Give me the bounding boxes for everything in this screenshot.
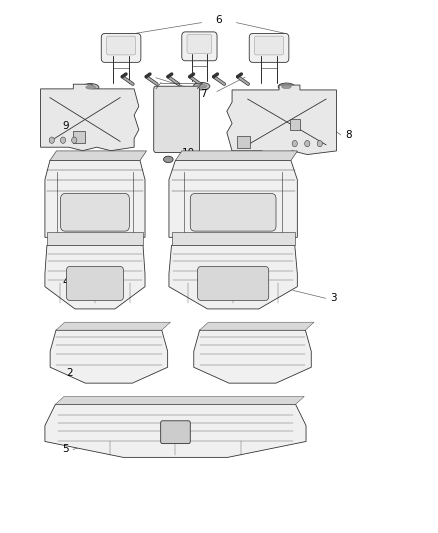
Ellipse shape <box>86 85 95 89</box>
FancyBboxPatch shape <box>190 193 276 231</box>
Polygon shape <box>56 322 170 330</box>
Polygon shape <box>45 245 145 309</box>
Ellipse shape <box>205 152 215 160</box>
Text: 2: 2 <box>67 368 73 377</box>
Polygon shape <box>55 397 304 405</box>
Text: 1: 1 <box>269 206 276 216</box>
Text: 10: 10 <box>182 148 195 158</box>
Text: 3: 3 <box>330 293 337 303</box>
Polygon shape <box>41 84 139 151</box>
Circle shape <box>305 140 310 147</box>
FancyBboxPatch shape <box>101 34 141 62</box>
Circle shape <box>49 137 54 143</box>
Polygon shape <box>169 160 297 237</box>
Polygon shape <box>47 232 143 245</box>
Polygon shape <box>172 232 295 245</box>
Text: 6: 6 <box>215 15 223 25</box>
Circle shape <box>292 140 297 147</box>
Text: 4: 4 <box>62 277 69 287</box>
Polygon shape <box>169 245 297 309</box>
Polygon shape <box>45 405 306 457</box>
Circle shape <box>72 137 77 143</box>
Text: 5: 5 <box>62 445 69 455</box>
Ellipse shape <box>282 85 291 88</box>
Polygon shape <box>50 330 168 383</box>
FancyBboxPatch shape <box>154 86 199 152</box>
FancyBboxPatch shape <box>249 34 289 62</box>
Circle shape <box>317 140 322 147</box>
Ellipse shape <box>82 84 99 91</box>
Polygon shape <box>45 160 145 237</box>
Circle shape <box>60 137 66 143</box>
Text: 7: 7 <box>201 89 207 99</box>
FancyBboxPatch shape <box>106 36 136 55</box>
Bar <box>73 131 85 142</box>
Bar <box>290 119 300 130</box>
Polygon shape <box>200 322 314 330</box>
Polygon shape <box>194 330 311 383</box>
Ellipse shape <box>197 84 206 88</box>
Polygon shape <box>50 151 147 160</box>
FancyBboxPatch shape <box>198 266 269 301</box>
Ellipse shape <box>163 156 173 163</box>
FancyBboxPatch shape <box>60 193 129 231</box>
FancyBboxPatch shape <box>67 266 124 301</box>
FancyBboxPatch shape <box>254 36 284 55</box>
Ellipse shape <box>193 83 210 90</box>
Ellipse shape <box>278 83 295 91</box>
Text: 9: 9 <box>62 121 69 131</box>
Ellipse shape <box>243 152 252 160</box>
FancyBboxPatch shape <box>187 35 212 53</box>
FancyBboxPatch shape <box>182 32 217 61</box>
Polygon shape <box>175 151 297 160</box>
FancyBboxPatch shape <box>161 421 190 443</box>
Text: 8: 8 <box>345 130 352 140</box>
Bar <box>237 136 250 148</box>
Polygon shape <box>227 85 336 155</box>
